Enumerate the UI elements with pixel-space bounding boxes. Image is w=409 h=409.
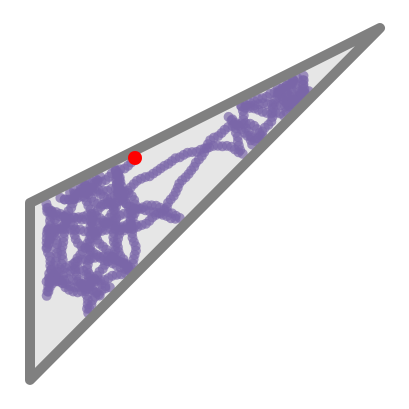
- arena-border: [25, 23, 385, 385]
- trail: [41, 70, 314, 319]
- trail-dot: [131, 219, 142, 230]
- agent: [128, 151, 142, 165]
